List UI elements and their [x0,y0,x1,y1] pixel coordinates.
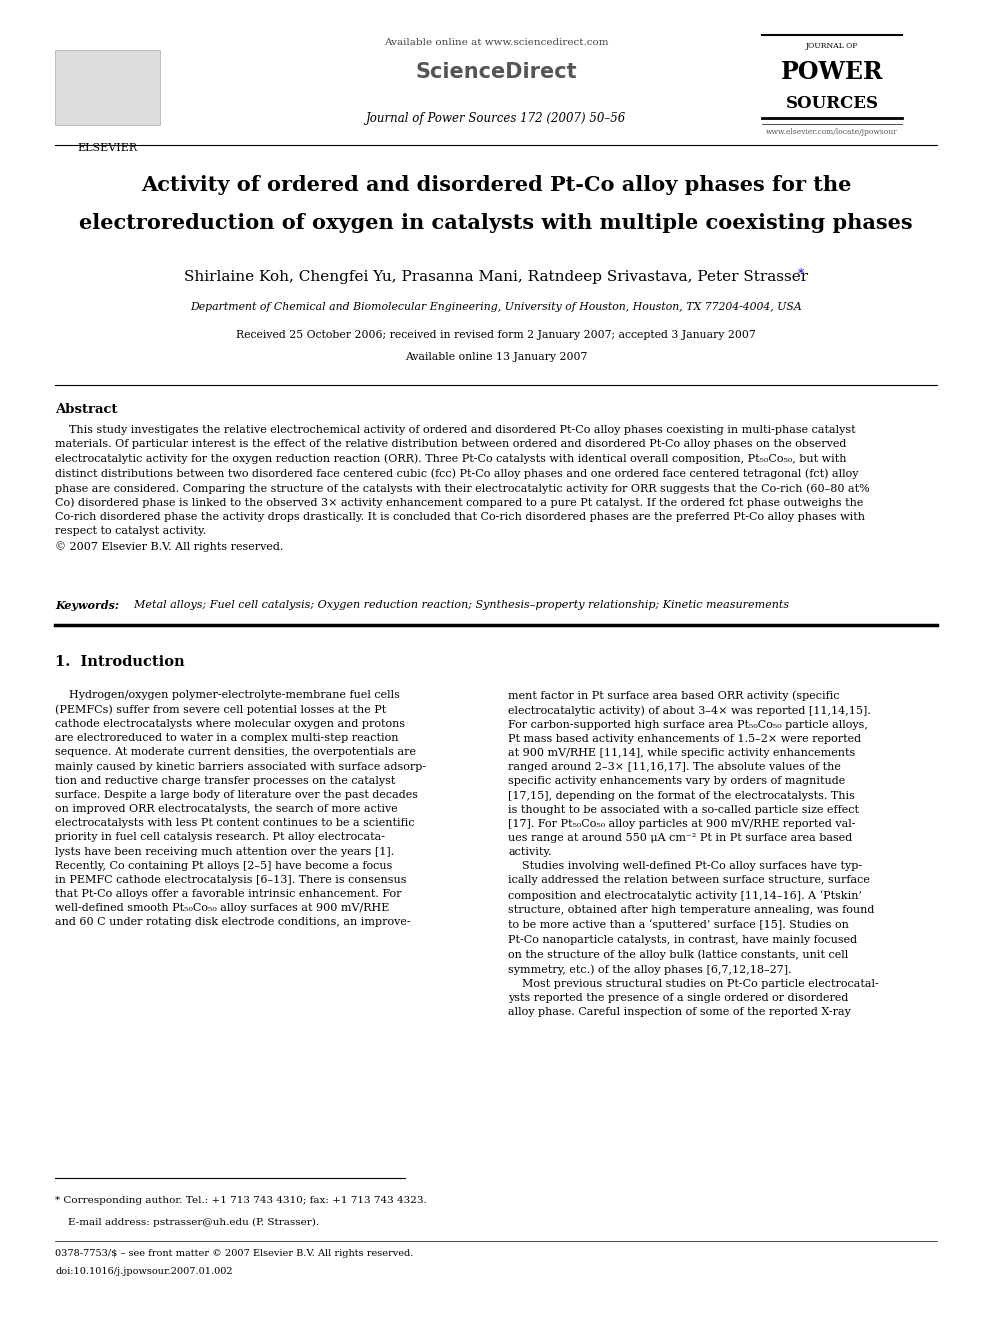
Text: JOURNAL OF: JOURNAL OF [806,42,858,50]
Text: Journal of Power Sources 172 (2007) 50–56: Journal of Power Sources 172 (2007) 50–5… [366,112,626,124]
Text: Available online at www.sciencedirect.com: Available online at www.sciencedirect.co… [384,38,608,48]
Text: ScienceDirect: ScienceDirect [416,62,576,82]
Bar [55,50,160,124]
Text: ELSEVIER: ELSEVIER [77,143,138,153]
Text: Keywords:: Keywords: [55,601,119,611]
Text: Department of Chemical and Biomolecular Engineering, University of Houston, Hous: Department of Chemical and Biomolecular … [190,302,802,312]
Text: 1.  Introduction: 1. Introduction [55,655,185,669]
Text: Abstract: Abstract [55,404,117,415]
Text: ment factor in Pt surface area based ORR activity (specific
electrocatalytic act: ment factor in Pt surface area based ORR… [509,691,879,1017]
Text: *: * [798,269,805,280]
Text: Shirlaine Koh, Chengfei Yu, Prasanna Mani, Ratndeep Srivastava, Peter Strasser: Shirlaine Koh, Chengfei Yu, Prasanna Man… [184,270,808,284]
Text: electroreduction of oxygen in catalysts with multiple coexisting phases: electroreduction of oxygen in catalysts … [79,213,913,233]
Text: Activity of ordered and disordered Pt-Co alloy phases for the: Activity of ordered and disordered Pt-Co… [141,175,851,194]
Text: * Corresponding author. Tel.: +1 713 743 4310; fax: +1 713 743 4323.: * Corresponding author. Tel.: +1 713 743… [55,1196,427,1205]
Text: www.elsevier.com/locate/jpowsour: www.elsevier.com/locate/jpowsour [766,128,898,136]
Text: Hydrogen/oxygen polymer-electrolyte-membrane fuel cells
(PEMFCs) suffer from sev: Hydrogen/oxygen polymer-electrolyte-memb… [55,691,427,927]
Text: Metal alloys; Fuel cell catalysis; Oxygen reduction reaction; Synthesis–property: Metal alloys; Fuel cell catalysis; Oxyge… [127,601,789,610]
Text: doi:10.1016/j.jpowsour.2007.01.002: doi:10.1016/j.jpowsour.2007.01.002 [55,1267,233,1275]
Text: Received 25 October 2006; received in revised form 2 January 2007; accepted 3 Ja: Received 25 October 2006; received in re… [236,329,756,340]
Text: 0378-7753/$ – see front matter © 2007 Elsevier B.V. All rights reserved.: 0378-7753/$ – see front matter © 2007 El… [55,1249,414,1258]
Text: POWER: POWER [781,60,883,83]
Text: This study investigates the relative electrochemical activity of ordered and dis: This study investigates the relative ele… [55,425,870,552]
Text: SOURCES: SOURCES [786,95,879,112]
Text: E-mail address: pstrasser@uh.edu (P. Strasser).: E-mail address: pstrasser@uh.edu (P. Str… [55,1218,319,1228]
Text: Available online 13 January 2007: Available online 13 January 2007 [405,352,587,363]
